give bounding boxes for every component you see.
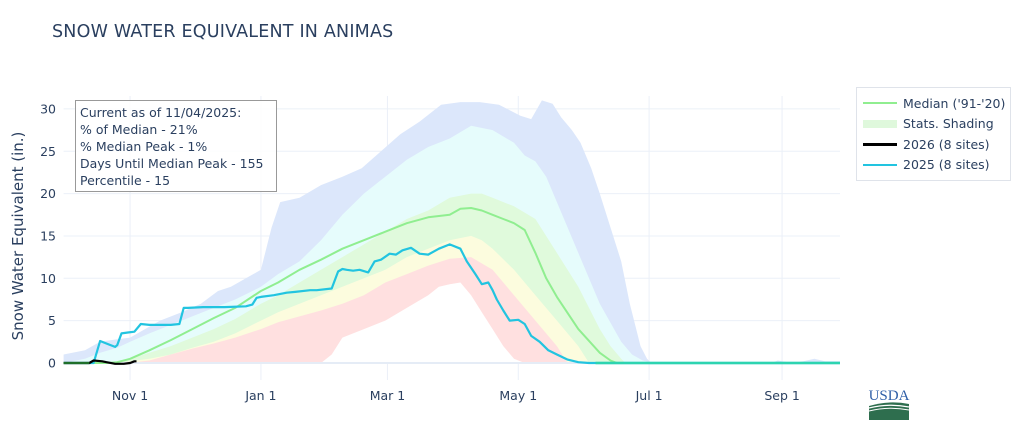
usda-logo-text: USDA [869,388,910,404]
x-tick-label: Jan 1 [244,388,276,403]
series-lines [63,207,840,365]
y-tick-label: 10 [40,271,56,286]
y-tick-label: 0 [48,356,56,371]
band-min [63,282,841,363]
x-tick-label: Nov 1 [112,388,148,403]
legend-label: Median ('91-'20) [903,95,1006,111]
legend-label: Stats. Shading [903,116,994,132]
y-tick-label: 15 [40,228,56,243]
y-tick-label: 5 [48,313,56,328]
y-axis-title: Snow Water Equivalent (in.) [9,132,27,341]
x-tick-label: Sep 1 [764,388,800,403]
annotation-line: % of Median - 21% [80,122,198,137]
current-stats-annotation: Current as of 11/04/2025: % of Median - … [75,100,277,192]
legend-item-median[interactable]: Median ('91-'20) [863,93,1010,114]
x-tick-labels: Nov 1 Jan 1 Mar 1 May 1 Jul 1 Sep 1 [112,388,800,403]
legend-label: 2026 (8 sites) [903,136,990,152]
y-tick-label: 25 [40,144,56,159]
legend-label: 2025 (8 sites) [903,157,990,173]
median-line-swatch [863,102,897,105]
x-tick-label: May 1 [499,388,537,403]
legend-item-2026[interactable]: 2026 (8 sites) [863,134,1010,155]
legend-item-2025[interactable]: 2025 (8 sites) [863,155,1010,176]
legend-item-stats-shading[interactable]: Stats. Shading [863,114,1010,135]
annotation-line: Days Until Median Peak - 155 [80,156,264,171]
annotation-line: % Median Peak - 1% [80,139,208,154]
shading-swatch [863,119,897,128]
y-tick-label: 30 [40,101,56,116]
y-tick-labels: 0 5 10 15 20 25 30 [40,101,56,370]
y-tick-label: 20 [40,186,56,201]
x-tick-label: Mar 1 [370,388,406,403]
legend: Median ('91-'20) Stats. Shading 2026 (8 … [856,87,1011,181]
annotation-line: Percentile - 15 [80,173,171,188]
usda-logo: USDA [869,388,910,420]
line-2025-swatch [863,163,897,166]
line-median-91-20- [63,207,840,364]
x-tick-label: Jul 1 [635,388,663,403]
line-2026-swatch [863,143,897,146]
annotation-line: Current as of 11/04/2025: [80,105,242,120]
line-2025-8-sites- [63,243,840,365]
chart-title: SNOW WATER EQUIVALENT IN ANIMAS [52,22,394,42]
